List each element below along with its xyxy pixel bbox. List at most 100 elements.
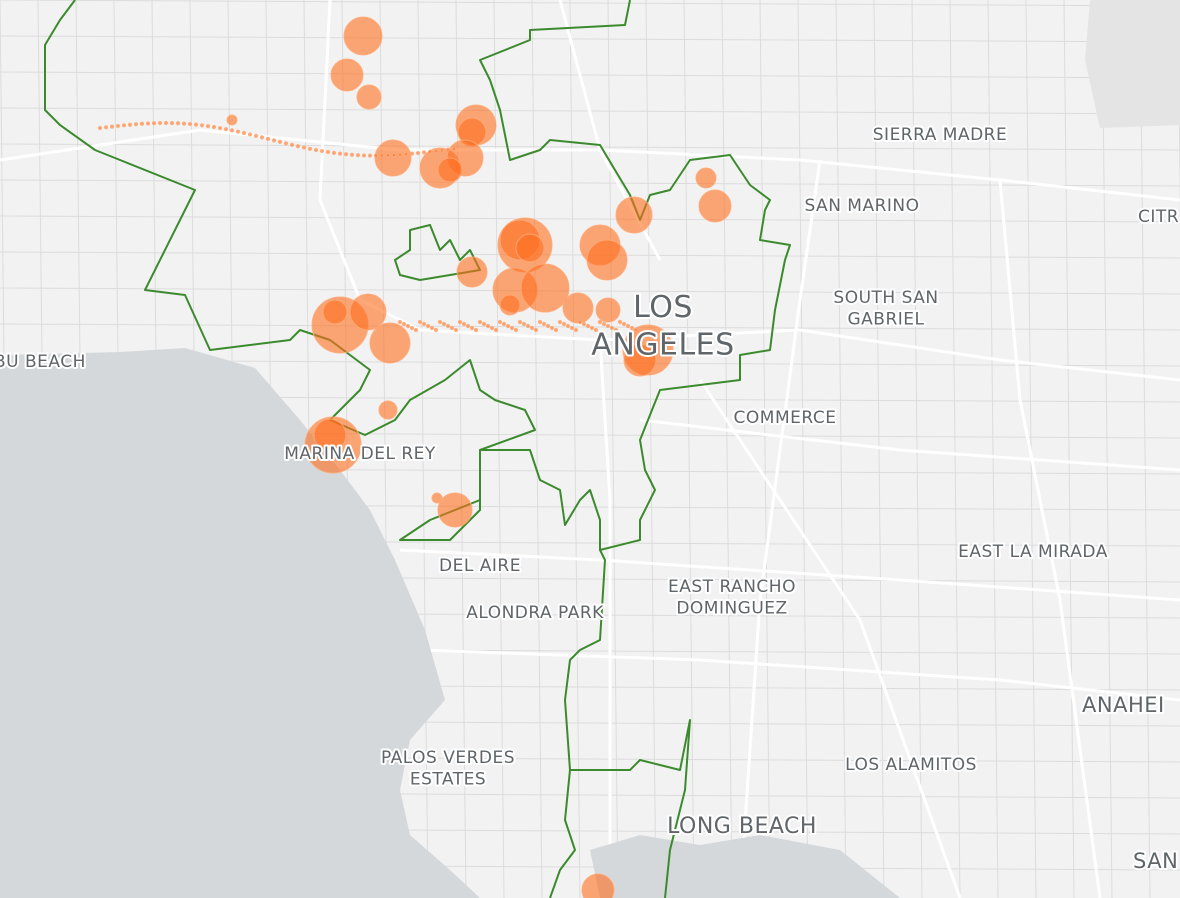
place-label-line: LOS ALAMITOS (845, 755, 977, 775)
small-bubble (437, 319, 443, 325)
highway (698, 379, 962, 898)
small-bubble (421, 321, 427, 327)
small-bubble (633, 327, 639, 333)
street (835, 0, 847, 898)
small-bubble (577, 319, 583, 325)
street (645, 0, 657, 898)
small-bubble (517, 319, 523, 325)
small-bubble (601, 321, 607, 327)
bubble (343, 16, 383, 56)
place-label: SAN MARINO (804, 196, 919, 216)
street (0, 0, 1180, 7)
small-bubble (307, 146, 313, 151)
street (0, 35, 1180, 43)
place-label-line: ESTATES (410, 769, 486, 789)
small-bubble (169, 120, 175, 126)
small-bubble (493, 327, 499, 333)
small-bubble (541, 321, 547, 327)
small-bubble (461, 321, 467, 327)
highway (419, 648, 1180, 702)
bubble (378, 400, 398, 420)
place-label: LOS ANGELES (591, 290, 734, 363)
place-label-line: SIERRA MADRE (873, 125, 1007, 145)
small-bubble (157, 120, 163, 126)
small-bubble (373, 153, 379, 158)
data-bubbles (97, 16, 732, 898)
small-bubble (139, 121, 145, 126)
mountains (1085, 0, 1180, 128)
small-bubble (573, 327, 579, 333)
place-label-line: SOUTH SAN (833, 288, 938, 308)
small-bubble (417, 319, 423, 325)
small-bubble (145, 121, 151, 126)
small-bubble (617, 319, 623, 325)
small-bubble (501, 321, 507, 327)
place-label-line: LOS (633, 290, 693, 325)
small-bubble (121, 123, 127, 128)
street (911, 0, 923, 898)
small-bubble (175, 121, 181, 126)
place-label-line: MARINA DEL REY (284, 444, 436, 464)
small-bubble (235, 129, 241, 134)
small-bubble (97, 125, 103, 131)
small-bubble (415, 150, 421, 156)
small-bubble (569, 325, 575, 331)
small-bubble (445, 323, 451, 329)
bubble (595, 297, 621, 323)
small-bubble (301, 145, 307, 150)
small-bubble (425, 323, 431, 329)
bubble (431, 492, 443, 504)
street (0, 215, 1180, 223)
bubble (356, 84, 382, 110)
place-label: COMMERCE (734, 408, 837, 428)
street (0, 287, 1180, 295)
small-bubble (561, 321, 567, 327)
small-bubble (205, 124, 211, 129)
small-bubble (485, 323, 491, 329)
small-bubble (277, 139, 283, 145)
small-bubble (331, 150, 337, 155)
small-bubble (319, 148, 325, 154)
small-bubble (509, 325, 515, 331)
bubble (369, 322, 411, 364)
small-bubble (469, 325, 475, 331)
small-bubble (429, 325, 435, 331)
small-bubble (581, 321, 587, 327)
small-bubble (445, 147, 451, 152)
small-bubble (449, 325, 455, 331)
place-label-line: EAST RANCHO (668, 577, 796, 597)
small-bubble (505, 323, 511, 329)
bubble (520, 263, 570, 313)
ocean (0, 348, 480, 898)
small-bubble (457, 319, 463, 325)
small-bubble (465, 323, 471, 329)
place-label: DEL AIRE (439, 556, 521, 576)
small-bubble (163, 120, 169, 126)
small-bubble (343, 152, 349, 157)
bubble (586, 239, 628, 281)
small-bubble (513, 327, 519, 333)
small-bubble (127, 122, 133, 127)
small-bubble (433, 148, 439, 154)
bubble (695, 167, 717, 189)
small-bubble (187, 121, 193, 127)
place-label: CITR (1138, 207, 1179, 227)
place-label-line: EAST LA MIRADA (958, 542, 1108, 562)
place-labels: SIERRA MADRE SAN MARINO CITR SOUTH SAN GABRI… (0, 123, 1180, 875)
place-label-line: ANAHEI (1082, 693, 1165, 717)
place-label-line: SAN (1133, 849, 1178, 873)
small-bubble (533, 327, 539, 333)
small-bubble (151, 121, 157, 126)
small-bubble (181, 121, 187, 126)
small-bubble (433, 327, 439, 333)
small-bubble (609, 325, 615, 331)
small-bubble (477, 319, 483, 325)
small-bubble (621, 321, 627, 327)
bubble (226, 114, 238, 126)
small-bubble (613, 327, 619, 333)
small-bubble (597, 319, 603, 325)
small-bubble (223, 127, 229, 132)
small-bubble (585, 323, 591, 329)
